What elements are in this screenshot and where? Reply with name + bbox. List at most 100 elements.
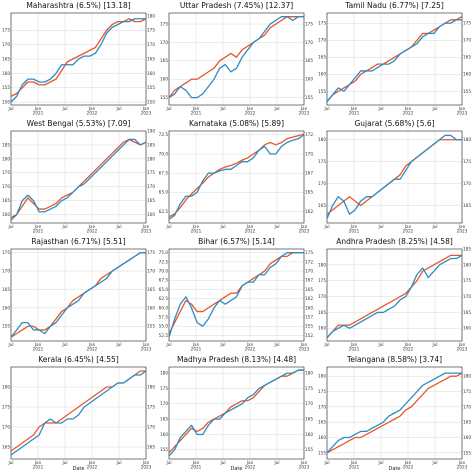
series-line-orange <box>10 252 146 338</box>
x-tick-label: 2021 <box>349 111 360 116</box>
x-tick-label: 2022 <box>245 229 256 234</box>
series-line-blue <box>326 134 462 219</box>
left-y-tick-label: 175.0 <box>159 250 168 255</box>
left-y-tick-label: 160 <box>160 77 168 82</box>
right-y-tick-label: 170 <box>463 181 471 186</box>
left-y-tick-label: 185 <box>2 142 10 147</box>
left-y-tick-label: 165 <box>318 203 326 208</box>
left-y-tick-label: 167.5 <box>159 278 168 283</box>
x-tick-label: Jul <box>323 342 329 347</box>
plot-frame <box>168 248 305 342</box>
x-tick-label: Jan <box>350 342 358 347</box>
left-y-tick-label: 165 <box>160 417 168 422</box>
series-line-orange <box>326 254 462 339</box>
x-tick-label: 2021 <box>33 111 44 116</box>
right-y-tick-label: 175 <box>147 404 155 409</box>
right-y-tick-label: 160 <box>147 305 155 310</box>
x-tick-label: 2023 <box>457 229 468 234</box>
chart-panel: Bihar (6.57%) [5.14] 152.5 155.0 157.5 160.0… <box>159 237 314 353</box>
series-line-blue <box>10 138 147 221</box>
plot-frame <box>10 248 147 342</box>
x-tick-label: Jan <box>300 106 308 111</box>
left-y-tick-label: 160 <box>318 326 326 331</box>
right-y-tick-label: 165 <box>305 58 313 63</box>
x-tick-label: Jul <box>431 224 437 229</box>
left-y-tick-label: 175 <box>2 250 10 255</box>
left-y-tick-label: 170 <box>2 424 10 429</box>
right-y-tick-label: 165 <box>147 444 155 449</box>
right-y-tick-label: 180 <box>147 384 155 389</box>
left-y-tick-label: 170 <box>318 38 326 43</box>
left-y-tick-label: 155 <box>160 95 168 100</box>
x-tick-label: 2022 <box>87 465 98 470</box>
right-y-tick-label: 175 <box>463 159 471 164</box>
x-tick-label: Jan <box>88 460 96 465</box>
chart-title: Andhra Pradesh (8.25%) [4.58] <box>336 237 453 246</box>
left-y-tick-label: 160 <box>318 72 326 77</box>
x-tick-label: Jan <box>34 224 42 229</box>
x-tick-label: Jan <box>404 342 412 347</box>
x-tick-label: Jan <box>458 106 466 111</box>
x-tick-label: 2021 <box>33 347 44 352</box>
series-line-orange <box>326 139 462 215</box>
x-tick-label: 2023 <box>299 229 310 234</box>
x-tick-label: Jan <box>142 342 150 347</box>
series-line-blue <box>168 252 304 338</box>
x-tick-label: 2023 <box>457 347 468 352</box>
right-y-tick-label: 170 <box>147 42 155 47</box>
right-y-tick-label: 175 <box>305 386 313 391</box>
x-tick-label: Jan <box>88 106 96 111</box>
x-tick-label: Jan <box>34 342 42 347</box>
left-y-tick-label: 170 <box>318 294 326 299</box>
x-tick-label: Jan <box>142 224 150 229</box>
chart-panel: Karnataka (5.08%) [5.89]162.5165.0167.51… <box>159 119 314 235</box>
right-y-tick-label: 185 <box>463 247 471 251</box>
left-y-tick-label: 155 <box>318 450 326 455</box>
left-y-tick-label: 160 <box>2 71 10 76</box>
right-y-tick-label: 175 <box>147 28 155 33</box>
x-tick-label: 2023 <box>141 347 152 352</box>
right-y-tick-label: 175 <box>463 389 471 394</box>
x-tick-label: Jul <box>165 460 171 465</box>
left-y-tick-label: 167.5 <box>159 171 168 176</box>
x-tick-label: 2022 <box>403 465 414 470</box>
line-chart: 155 160 165 170 175 180 155 160 165 170 175 180 Jul J… <box>318 366 471 471</box>
right-y-tick-label: 190 <box>147 129 155 133</box>
left-y-tick-label: 165.0 <box>159 190 168 195</box>
left-y-tick-label: 170 <box>2 42 10 47</box>
x-tick-label: Jul <box>323 224 329 229</box>
chart-title: Telangana (8.58%) [3.74] <box>346 355 443 364</box>
chart-title: Tamil Nadu (6.77%) [7.25] <box>345 1 444 10</box>
chart-title: Maharashtra (6.5%) [13.18] <box>26 1 131 10</box>
x-tick-label: Jul <box>61 224 67 229</box>
left-y-tick-label: 175 <box>2 28 10 33</box>
x-tick-label: Jan <box>246 224 254 229</box>
x-tick-label: Jul <box>219 224 225 229</box>
right-y-tick-label: 180 <box>147 13 155 18</box>
x-tick-label: Jan <box>300 460 308 465</box>
left-y-tick-label: 155 <box>318 89 326 94</box>
x-tick-label: 2023 <box>141 111 152 116</box>
right-y-tick-label: 170 <box>147 184 155 189</box>
right-y-tick-label: 150 <box>147 100 155 105</box>
plot-frame <box>10 12 147 106</box>
right-y-tick-label: 162.5 <box>305 209 314 214</box>
right-y-tick-label: 170 <box>305 401 313 406</box>
left-y-tick-label: 160 <box>2 305 10 310</box>
series-line-blue <box>168 369 304 457</box>
left-y-tick-label: 160 <box>318 435 326 440</box>
x-tick-label: 2022 <box>403 347 414 352</box>
x-tick-label: Jan <box>458 460 466 465</box>
right-y-tick-label: 155 <box>147 85 155 90</box>
x-tick-label: Jul <box>431 342 437 347</box>
chart-title: Rajasthan (6.71%) [5.51] <box>31 237 126 246</box>
x-tick-label: 2021 <box>191 347 202 352</box>
left-y-tick-label: 170.0 <box>159 151 168 156</box>
x-tick-label: Jul <box>7 342 13 347</box>
x-axis-label: Date <box>73 466 85 471</box>
x-tick-label: 2022 <box>87 111 98 116</box>
series-line-blue <box>326 372 462 454</box>
left-y-tick-label: 150 <box>2 100 10 105</box>
x-tick-label: Jan <box>350 224 358 229</box>
